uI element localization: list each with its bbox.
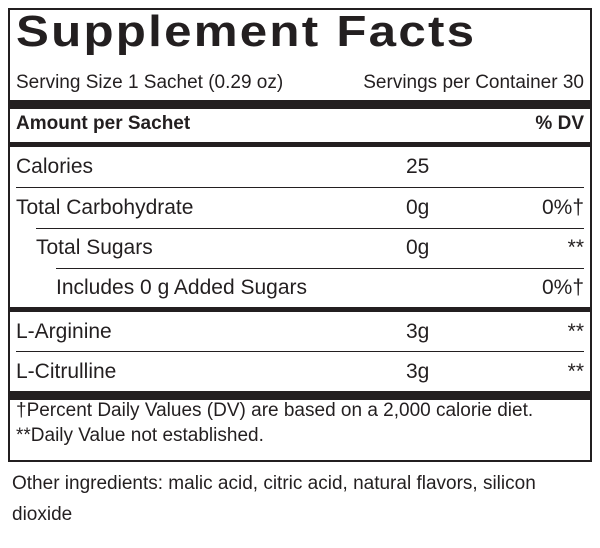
- supplement-facts-panel: Supplement Facts Serving Size 1 Sachet (…: [8, 7, 592, 462]
- row-divider: [16, 187, 584, 188]
- nutrient-name: L-Citrulline: [16, 360, 117, 383]
- other-ingredients: Other ingredients: malic acid, citric ac…: [12, 473, 536, 525]
- nutrient-row-l-citrulline: L-Citrulline 3g **: [16, 352, 584, 392]
- medium-divider: [10, 142, 590, 147]
- nutrient-row-calories: Calories 25: [16, 147, 584, 187]
- nutrient-row-total-sugars: Total Sugars 0g **: [16, 228, 584, 268]
- nutrient-name: Total Sugars: [36, 236, 153, 259]
- row-divider: [16, 351, 584, 352]
- nutrient-amount: 0g: [406, 236, 430, 259]
- row-divider: [36, 228, 584, 229]
- nutrient-dv: **: [567, 320, 584, 343]
- nutrient-name: Includes 0 g Added Sugars: [56, 276, 308, 299]
- nutrient-dv: **: [567, 360, 584, 383]
- row-divider: [56, 268, 584, 269]
- nutrient-dv: 0%†: [541, 276, 584, 299]
- thick-divider-top: [10, 100, 590, 109]
- nutrient-name: L-Arginine: [16, 320, 112, 343]
- nutrient-row-l-arginine: L-Arginine 3g **: [16, 312, 584, 352]
- nutrient-amount: 3g: [406, 360, 430, 383]
- nutrient-amount: 0g: [406, 196, 430, 219]
- amount-header: Amount per Sachet: [16, 113, 191, 134]
- dv-header: % DV: [535, 113, 584, 134]
- serving-size: Serving Size 1 Sachet (0.29 oz): [16, 72, 284, 93]
- nutrient-row-added-sugars: Includes 0 g Added Sugars 0%†: [16, 268, 584, 308]
- medium-divider: [10, 307, 590, 312]
- nutrient-dv: 0%†: [541, 196, 584, 219]
- nutrient-name: Total Carbohydrate: [16, 196, 194, 219]
- thick-divider-bottom: [10, 391, 590, 400]
- servings-per-container: Servings per Container 30: [363, 72, 584, 93]
- nutrient-name: Calories: [16, 155, 94, 178]
- panel-title: Supplement Facts: [16, 7, 477, 56]
- nutrient-amount: 3g: [406, 320, 430, 343]
- serving-info: Serving Size 1 Sachet (0.29 oz) Servings…: [16, 68, 584, 98]
- dv-footnote: †Percent Daily Values (DV) are based on …: [16, 400, 534, 446]
- nutrient-dv: **: [567, 236, 584, 259]
- amount-header-row: Amount per Sachet % DV: [16, 106, 584, 142]
- nutrient-amount: 25: [406, 155, 430, 178]
- nutrient-row-total-carbohydrate: Total Carbohydrate 0g 0%†: [16, 188, 584, 228]
